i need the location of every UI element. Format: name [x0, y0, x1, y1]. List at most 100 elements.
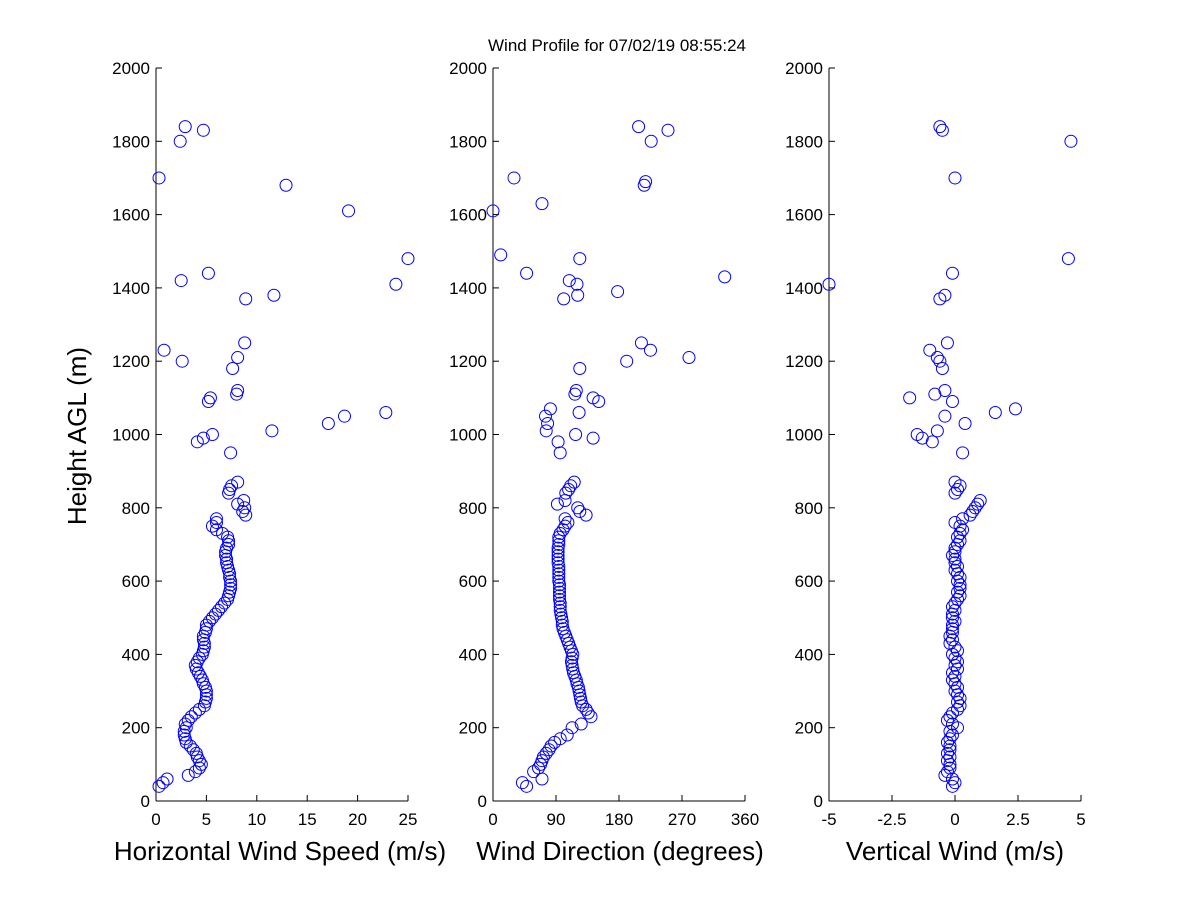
direction-data-point: [586, 431, 600, 445]
direction-data-point: [553, 600, 567, 614]
vertical-data-point: [948, 552, 962, 566]
speed-data-point: [238, 336, 252, 350]
vertical-data-point: [1064, 134, 1078, 148]
direction-x-axis-label: Wind Direction (degrees): [476, 836, 764, 866]
direction-data-point: [541, 417, 555, 431]
speed-data-point: [231, 475, 245, 489]
direction-data-point: [544, 739, 558, 753]
direction-data-point: [573, 252, 587, 266]
speed-data-point: [152, 779, 166, 793]
direction-data-point: [572, 406, 586, 420]
vertical-data-point: [933, 354, 947, 368]
vertical-data-point: [971, 497, 985, 511]
vertical-data-point: [945, 395, 959, 409]
direction-data-point: [553, 585, 566, 599]
vertical-y-tick-label: 400: [795, 645, 823, 664]
vertical-data-point: [945, 622, 959, 636]
vertical-data-point: [951, 585, 965, 599]
vertical-data-point: [945, 618, 959, 632]
direction-data-point: [571, 288, 585, 302]
speed-y-tick-label: 1400: [112, 279, 150, 298]
speed-y-tick-label: 600: [122, 572, 150, 591]
direction-x-tick-label: 360: [731, 810, 759, 829]
speed-data-point: [201, 395, 215, 409]
direction-data-point: [558, 519, 572, 533]
speed-data-point: [173, 134, 187, 148]
vertical-x-tick-label: 2.5: [1006, 810, 1030, 829]
direction-data-point: [644, 343, 657, 357]
speed-data-point: [188, 658, 202, 672]
direction-data-point: [551, 548, 565, 562]
direction-y-tick-label: 1800: [449, 132, 487, 151]
speed-data-point: [279, 178, 293, 192]
vertical-data-point: [943, 743, 957, 757]
vertical-data-point: [930, 351, 944, 365]
vertical-data-point: [945, 611, 959, 625]
vertical-data-point: [973, 493, 987, 507]
vertical-x-tick-label: 0: [950, 810, 959, 829]
vertical-data-point: [943, 732, 957, 746]
speed-data-point: [184, 710, 198, 724]
speed-data-point: [223, 482, 237, 496]
direction-data-point: [551, 435, 565, 449]
speed-data-point: [379, 406, 393, 420]
speed-data-point: [337, 409, 351, 423]
vertical-data-point: [948, 556, 962, 570]
direction-data-point: [552, 574, 566, 588]
vertical-data-point: [938, 409, 952, 423]
speed-data-point: [175, 354, 189, 368]
direction-data-point: [682, 351, 696, 365]
direction-data-point: [552, 534, 566, 548]
vertical-data-point: [948, 563, 962, 577]
vertical-data-point: [945, 600, 959, 614]
direction-y-tick-label: 200: [459, 719, 487, 738]
speed-x-tick-label: 20: [348, 810, 367, 829]
vertical-data-point: [956, 512, 970, 526]
panel-vertical-wind: 0 200 400 600 800 1000 1200 1400 1600 1800 2000 -5 -…: [785, 59, 1086, 866]
speed-data-point: [224, 581, 238, 595]
vertical-data-point: [953, 589, 967, 603]
vertical-data-point: [948, 475, 962, 489]
vertical-y-tick-label: 200: [795, 719, 823, 738]
speed-data-point: [389, 277, 403, 291]
speed-data-point: [265, 424, 279, 438]
vertical-data-point: [822, 277, 836, 291]
direction-data-point: [571, 501, 585, 515]
direction-data-point: [527, 765, 541, 779]
direction-data-point: [553, 446, 567, 460]
direction-data-point: [562, 274, 576, 288]
direction-data-point: [574, 717, 588, 731]
speed-data-point: [177, 728, 191, 742]
vertical-data-point: [988, 406, 1002, 420]
direction-data-point: [557, 292, 571, 306]
direction-data-point: [552, 563, 566, 577]
vertical-y-tick-label: 0: [814, 792, 823, 811]
vertical-data-point: [968, 501, 982, 515]
direction-data-point: [569, 384, 583, 398]
direction-data-point: [644, 134, 658, 148]
speed-y-tick-label: 1800: [112, 132, 150, 151]
speed-x-tick-label: 15: [298, 810, 317, 829]
vertical-data-point: [958, 417, 972, 431]
direction-data-point: [555, 618, 569, 632]
direction-data-point: [579, 702, 593, 716]
vertical-data-point: [938, 384, 952, 398]
speed-data-point: [209, 512, 223, 526]
speed-data-point: [342, 204, 356, 218]
vertical-data-point: [938, 768, 952, 782]
speed-y-tick-label: 400: [122, 645, 150, 664]
vertical-data-point: [903, 391, 917, 405]
direction-data-point: [718, 270, 732, 284]
direction-y-tick-label: 2000: [449, 59, 487, 78]
speed-data-point: [224, 446, 238, 460]
direction-data-point: [558, 512, 572, 526]
speed-data-point: [199, 622, 213, 636]
vertical-data-point: [933, 120, 947, 134]
speed-data-point: [192, 754, 206, 768]
speed-data-point: [191, 666, 205, 680]
direction-data-point: [559, 486, 573, 500]
vertical-data-point: [951, 482, 965, 496]
direction-data-point: [586, 391, 600, 405]
speed-data-point: [174, 274, 188, 288]
direction-data-point: [632, 120, 646, 134]
